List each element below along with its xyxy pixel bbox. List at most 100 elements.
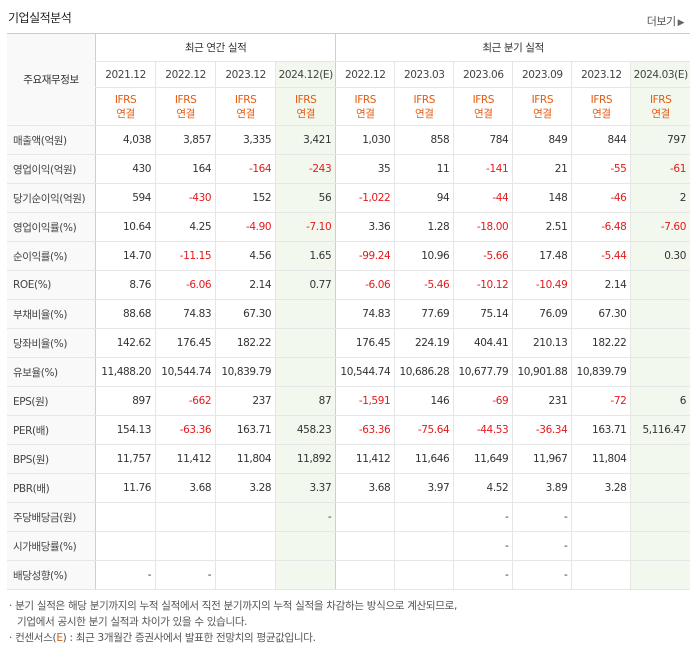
table-cell: 0.30	[630, 241, 690, 271]
table-cell: -	[512, 560, 572, 590]
table-cell: -6.06	[155, 270, 216, 300]
table-cell: 10.96	[394, 241, 454, 271]
table-cell: 849	[512, 125, 572, 155]
table-row: 당기순이익(억원) 594 -430 152 56 -1,022 94 -44 148 -46 2	[7, 183, 690, 213]
row-label: 영업이익률(%)	[7, 212, 96, 242]
table-row: 배당성향(%) - - - -	[7, 560, 690, 590]
table-cell: -6.48	[571, 212, 631, 242]
table-cell: 11,967	[512, 444, 572, 474]
table-cell: 182.22	[571, 328, 631, 358]
table-cell: -99.24	[335, 241, 395, 271]
table-row: PER(배) 154.13 -63.36 163.71 458.23 -63.36 -75.…	[7, 415, 690, 445]
period-header: 2023.12	[215, 61, 276, 88]
table-cell: 458.23	[275, 415, 336, 445]
table-cell	[275, 299, 336, 329]
table-cell: 74.83	[335, 299, 395, 329]
financial-table: 주요재무정보 최근 연간 실적 최근 분기 실적 2021.12 2022.12 2…	[7, 33, 690, 590]
table-cell: 210.13	[512, 328, 572, 358]
table-cell: -	[155, 560, 216, 590]
table-cell: 11,892	[275, 444, 336, 474]
row-label: 당기순이익(억원)	[7, 183, 96, 213]
section-title: 기업실적분석	[8, 11, 72, 25]
table-cell: 3.28	[571, 473, 631, 503]
period-header: 2022.12	[155, 61, 216, 88]
table-cell: 182.22	[215, 328, 276, 358]
table-cell: 4.52	[453, 473, 513, 503]
annual-group-header: 최근 연간 실적	[95, 33, 336, 62]
row-label: 당좌비율(%)	[7, 328, 96, 358]
table-cell	[215, 560, 276, 590]
table-cell: 5,116.47	[630, 415, 690, 445]
table-cell: 10,686.28	[394, 357, 454, 387]
table-cell: -141	[453, 154, 513, 184]
table-cell: 3,421	[275, 125, 336, 155]
period-header: 2023.06	[453, 61, 513, 88]
more-link[interactable]: 더보기 ▶	[647, 13, 685, 29]
table-cell: 897	[95, 386, 156, 416]
row-label: 유보율(%)	[7, 357, 96, 387]
period-header: 2023.12	[571, 61, 631, 88]
table-cell: 6	[630, 386, 690, 416]
table-row: 영업이익(억원) 430 164 -164 -243 35 11 -141 21 -55 -61	[7, 154, 690, 184]
table-cell: 21	[512, 154, 572, 184]
row-label: 주당배당금(원)	[7, 502, 96, 532]
table-cell: 11.76	[95, 473, 156, 503]
table-cell	[630, 444, 690, 474]
table-row: 당좌비율(%) 142.62 176.45 182.22 176.45 224.19 404…	[7, 328, 690, 358]
table-cell	[394, 531, 454, 561]
table-cell: -	[275, 502, 336, 532]
row-label: 영업이익(억원)	[7, 154, 96, 184]
table-cell: 67.30	[215, 299, 276, 329]
table-cell: 176.45	[335, 328, 395, 358]
table-cell: 75.14	[453, 299, 513, 329]
table-cell: 430	[95, 154, 156, 184]
table-cell: 3.28	[215, 473, 276, 503]
table-cell: 10,677.79	[453, 357, 513, 387]
period-header: 2024.03(E)	[630, 61, 690, 88]
table-row: 부채비율(%) 88.68 74.83 67.30 74.83 77.69 75.14 76.…	[7, 299, 690, 329]
table-cell: 11,804	[571, 444, 631, 474]
table-cell: -243	[275, 154, 336, 184]
table-cell: 11,412	[155, 444, 216, 474]
table-cell	[275, 560, 336, 590]
table-cell: 844	[571, 125, 631, 155]
basis-header: IFRS 연결	[275, 87, 336, 126]
table-cell: 10,901.88	[512, 357, 572, 387]
table-cell: 10,839.79	[215, 357, 276, 387]
table-cell: 2	[630, 183, 690, 213]
table-row: EPS(원) 897 -662 237 87 -1,591 146 -69 231 -72 6	[7, 386, 690, 416]
row-label: 배당성향(%)	[7, 560, 96, 590]
period-header: 2021.12	[95, 61, 156, 88]
table-cell: 152	[215, 183, 276, 213]
table-row: 영업이익률(%) 10.64 4.25 -4.90 -7.10 3.36 1.28 -18.0…	[7, 212, 690, 242]
quarter-group-header: 최근 분기 실적	[335, 33, 690, 62]
table-cell: -69	[453, 386, 513, 416]
table-cell: 4.56	[215, 241, 276, 271]
table-cell: 11,488.20	[95, 357, 156, 387]
basis-header: IFRS 연결	[394, 87, 454, 126]
table-cell	[275, 357, 336, 387]
table-cell: 74.83	[155, 299, 216, 329]
table-cell: 11,412	[335, 444, 395, 474]
table-cell: -61	[630, 154, 690, 184]
table-cell	[394, 502, 454, 532]
period-header: 2023.09	[512, 61, 572, 88]
table-cell: -7.10	[275, 212, 336, 242]
basis-header: IFRS 연결	[335, 87, 395, 126]
table-cell: 858	[394, 125, 454, 155]
table-cell	[571, 531, 631, 561]
footnote-1-cont: 기업에서 공시한 분기 실적과 차이가 있을 수 있습니다.	[17, 616, 248, 628]
table-cell: -63.36	[335, 415, 395, 445]
table-cell: -430	[155, 183, 216, 213]
table-cell: -44.53	[453, 415, 513, 445]
table-cell: -164	[215, 154, 276, 184]
table-cell: -662	[155, 386, 216, 416]
basis-header: IFRS 연결	[95, 87, 156, 126]
table-cell: -	[453, 502, 513, 532]
row-label: PER(배)	[7, 415, 96, 445]
table-cell: 87	[275, 386, 336, 416]
row-label: 매출액(억원)	[7, 125, 96, 155]
table-cell: 164	[155, 154, 216, 184]
table-cell: -	[512, 502, 572, 532]
table-cell: -11.15	[155, 241, 216, 271]
